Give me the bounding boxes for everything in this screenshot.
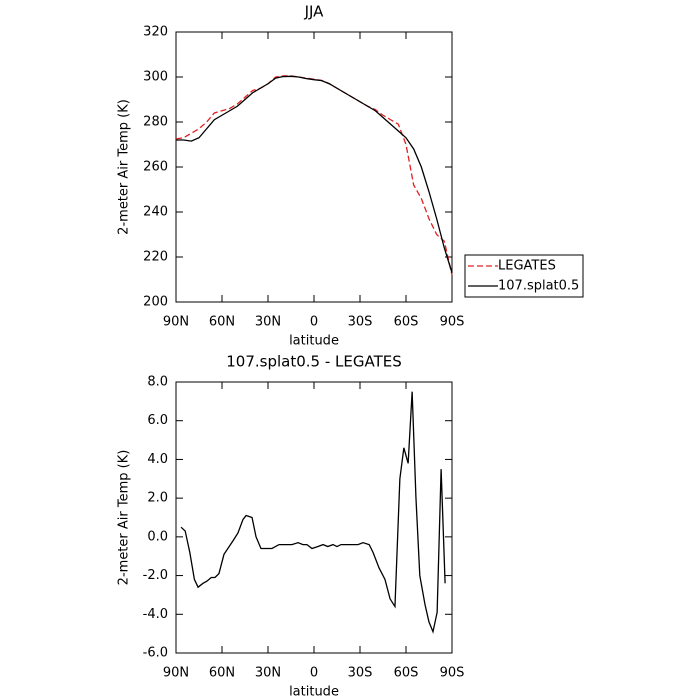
- x-tick-label: 60N: [209, 315, 235, 330]
- y-tick-label: 2.0: [147, 491, 168, 506]
- y-tick-label: 220: [143, 250, 168, 265]
- chart-title: 107.splat0.5 - LEGATES: [226, 353, 402, 371]
- y-tick-label: 260: [143, 160, 168, 175]
- y-tick-label: 300: [143, 70, 168, 85]
- legend-label: LEGATES: [498, 259, 556, 274]
- y-tick-label: 200: [143, 295, 168, 310]
- x-tick-label: 30S: [348, 315, 373, 330]
- y-tick-label: 8.0: [147, 375, 168, 390]
- y-tick-label: 4.0: [147, 452, 168, 467]
- y-tick-label: 6.0: [147, 413, 168, 428]
- y-tick-label: 280: [143, 115, 168, 130]
- legend-box: [464, 254, 584, 298]
- y-axis-label: 2-meter Air Temp (K): [117, 450, 132, 586]
- y-tick-label: 320: [143, 25, 168, 40]
- x-tick-label: 30S: [348, 666, 373, 681]
- x-tick-label: 90S: [440, 315, 465, 330]
- x-axis-label: latitude: [289, 334, 339, 349]
- x-axis-label: latitude: [289, 685, 339, 700]
- x-tick-label: 90N: [163, 315, 189, 330]
- y-tick-label: 0.0: [147, 529, 168, 544]
- x-tick-label: 30N: [255, 315, 281, 330]
- x-tick-label: 0: [310, 315, 318, 330]
- data-line: [180, 391, 446, 634]
- data-line: [175, 75, 453, 276]
- x-tick-label: 30N: [255, 666, 281, 681]
- x-tick-label: 60N: [209, 666, 235, 681]
- chart-title: JJA: [304, 3, 325, 21]
- x-tick-label: 60S: [394, 315, 419, 330]
- x-tick-label: 90N: [163, 666, 189, 681]
- y-tick-label: 240: [143, 205, 168, 220]
- y-tick-label: -2.0: [143, 568, 168, 583]
- legend-label: 107.splat0.5: [498, 279, 579, 294]
- data-line: [176, 75, 453, 273]
- y-axis-label: 2-meter Air Temp (K): [117, 99, 132, 235]
- y-tick-label: -4.0: [143, 607, 168, 622]
- x-tick-label: 90S: [440, 666, 465, 681]
- x-tick-label: 60S: [394, 666, 419, 681]
- y-tick-label: -6.0: [143, 646, 168, 661]
- x-tick-label: 0: [310, 666, 318, 681]
